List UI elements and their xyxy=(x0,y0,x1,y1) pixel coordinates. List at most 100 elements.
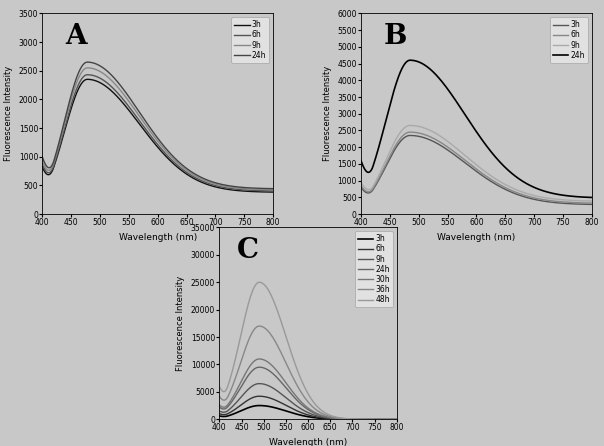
Line: 3h: 3h xyxy=(361,136,592,204)
9h xyxy=(39,158,46,163)
Legend: 3h, 6h, 9h, 24h: 3h, 6h, 9h, 24h xyxy=(231,17,269,63)
24h xyxy=(262,366,269,371)
Text: A: A xyxy=(65,23,87,50)
Line: 36h: 36h xyxy=(219,326,397,419)
Line: 6h: 6h xyxy=(42,75,273,191)
9h xyxy=(462,153,469,159)
6h xyxy=(84,72,91,78)
24h xyxy=(297,401,304,406)
3h xyxy=(175,165,182,171)
6h xyxy=(262,394,269,400)
6h xyxy=(269,188,277,194)
24h xyxy=(494,157,501,162)
24h xyxy=(216,405,223,410)
30h xyxy=(335,416,342,421)
30h xyxy=(262,358,269,363)
48h xyxy=(393,417,400,422)
24h xyxy=(247,370,254,375)
3h xyxy=(80,79,87,84)
Line: 3h: 3h xyxy=(42,79,273,192)
6h xyxy=(175,164,182,169)
9h xyxy=(417,124,425,129)
Text: B: B xyxy=(384,23,408,50)
24h xyxy=(512,173,519,179)
3h xyxy=(262,403,269,409)
9h xyxy=(335,416,342,421)
6h xyxy=(512,190,519,195)
30h xyxy=(393,417,400,422)
Line: 48h: 48h xyxy=(219,282,397,419)
Y-axis label: Fluorescence Intensity: Fluorescence Intensity xyxy=(323,66,332,161)
24h xyxy=(406,58,414,63)
3h xyxy=(417,134,425,140)
9h xyxy=(588,198,596,204)
3h xyxy=(193,178,201,183)
36h xyxy=(255,323,263,329)
6h xyxy=(321,415,328,421)
24h xyxy=(532,185,539,190)
6h xyxy=(98,77,106,82)
48h xyxy=(297,374,304,379)
Line: 24h: 24h xyxy=(42,62,273,189)
3h xyxy=(532,197,539,202)
24h xyxy=(98,64,106,70)
24h xyxy=(144,121,151,126)
9h xyxy=(262,382,269,387)
3h xyxy=(213,185,220,190)
24h xyxy=(358,158,365,163)
24h xyxy=(462,113,469,119)
3h xyxy=(512,191,519,197)
6h xyxy=(80,74,87,80)
24h xyxy=(175,159,182,165)
3h xyxy=(462,161,469,166)
24h xyxy=(393,417,400,422)
24h xyxy=(84,59,91,65)
9h xyxy=(255,381,263,386)
6h xyxy=(193,176,201,181)
9h xyxy=(175,161,182,167)
6h xyxy=(297,409,304,415)
Line: 6h: 6h xyxy=(219,396,397,419)
24h xyxy=(417,60,425,66)
3h xyxy=(335,417,342,422)
36h xyxy=(262,326,269,331)
Y-axis label: Fluorescence Intensity: Fluorescence Intensity xyxy=(4,66,13,161)
9h xyxy=(406,123,414,128)
48h xyxy=(262,283,269,289)
36h xyxy=(297,388,304,393)
6h xyxy=(417,131,425,136)
9h xyxy=(98,70,106,75)
6h xyxy=(213,183,220,189)
9h xyxy=(247,384,254,390)
6h xyxy=(335,416,342,421)
Line: 9h: 9h xyxy=(42,68,273,190)
24h xyxy=(588,195,596,200)
24h xyxy=(335,416,342,421)
3h xyxy=(255,403,263,408)
Legend: 3h, 6h, 9h, 24h: 3h, 6h, 9h, 24h xyxy=(550,17,588,63)
3h xyxy=(84,77,91,82)
24h xyxy=(350,417,357,422)
3h xyxy=(398,137,405,143)
6h xyxy=(255,393,263,399)
24h xyxy=(213,181,220,186)
6h xyxy=(358,183,365,188)
48h xyxy=(350,416,357,421)
9h xyxy=(80,67,87,73)
3h xyxy=(39,165,46,170)
48h xyxy=(335,415,342,420)
3h xyxy=(358,185,365,190)
Line: 9h: 9h xyxy=(361,125,592,201)
Text: C: C xyxy=(237,237,259,264)
Line: 24h: 24h xyxy=(219,367,397,419)
36h xyxy=(335,415,342,421)
6h xyxy=(247,396,254,401)
3h xyxy=(144,132,151,137)
Y-axis label: Fluorescence Intensity: Fluorescence Intensity xyxy=(176,276,185,371)
24h xyxy=(80,62,87,67)
3h xyxy=(98,81,106,87)
30h xyxy=(321,413,328,419)
X-axis label: Wavelength (nm): Wavelength (nm) xyxy=(437,233,516,242)
24h xyxy=(269,186,277,191)
6h xyxy=(494,181,501,186)
